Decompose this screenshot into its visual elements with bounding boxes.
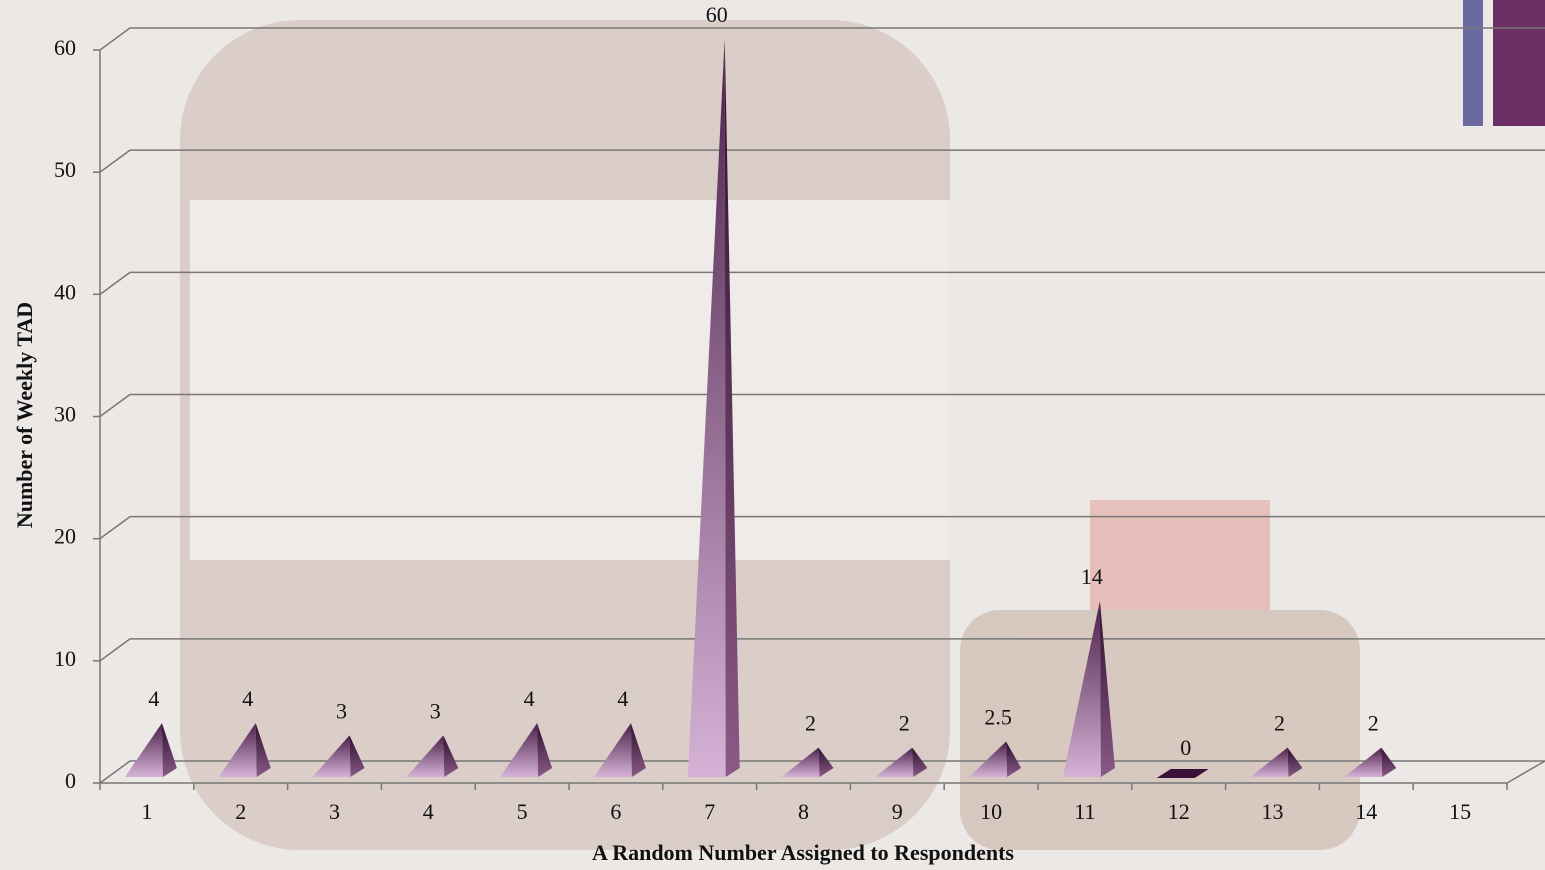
x-tick-label: 1 — [141, 799, 152, 824]
pyramid-front — [124, 723, 163, 777]
pyramid-side — [1381, 747, 1397, 777]
pyramid-base — [1156, 769, 1209, 778]
pyramid-side — [1287, 747, 1303, 777]
pyramid-front — [593, 723, 632, 777]
x-tick-label: 14 — [1355, 799, 1377, 824]
pyramid-front — [500, 723, 539, 777]
pyramid-side — [255, 723, 271, 777]
pyramid-front — [969, 741, 1008, 777]
grid-line — [99, 27, 1545, 51]
y-tick-label: 50 — [54, 157, 76, 182]
pyramid-side — [349, 735, 365, 777]
value-label: 2 — [1274, 711, 1285, 736]
pyramid-front — [687, 39, 726, 777]
value-label: 2 — [1368, 711, 1379, 736]
pyramid-side — [630, 723, 646, 777]
pyramid-front — [312, 735, 351, 777]
pyramid-side — [161, 723, 177, 777]
y-tick-label: 10 — [54, 646, 76, 671]
y-tick-label: 40 — [54, 279, 76, 304]
grid-line — [99, 393, 1545, 418]
grid-line — [99, 271, 1545, 295]
pyramid-side — [818, 747, 834, 777]
x-tick-label: 4 — [423, 799, 434, 824]
value-label: 4 — [148, 686, 159, 711]
floor-edge — [1506, 760, 1545, 784]
x-tick-label: 11 — [1074, 799, 1095, 824]
pyramid-side — [724, 39, 740, 777]
pyramid-front — [406, 735, 445, 777]
grid-line — [99, 149, 1545, 173]
value-label: 2 — [805, 711, 816, 736]
pyramid-front — [218, 723, 257, 777]
value-label: 2.5 — [984, 705, 1012, 730]
background-photo — [180, 20, 1360, 850]
pyramid-side — [912, 747, 928, 777]
pyramid-side — [537, 723, 553, 777]
x-tick-label: 15 — [1449, 799, 1471, 824]
pyramid-front — [1250, 747, 1289, 777]
y-tick-label: 60 — [54, 35, 76, 60]
decor-bar — [1493, 0, 1545, 126]
value-label: 4 — [617, 686, 628, 711]
x-tick-label: 12 — [1168, 799, 1190, 824]
grid-line — [99, 638, 1545, 662]
pyramid-side — [1006, 741, 1022, 777]
x-tick-label: 3 — [329, 799, 340, 824]
x-tick-label: 5 — [517, 799, 528, 824]
y-tick-label: 0 — [65, 768, 76, 793]
value-label: 0 — [1180, 735, 1191, 760]
value-label: 14 — [1081, 564, 1103, 589]
y-tick-label: 30 — [54, 402, 76, 427]
y-tick-label: 20 — [54, 524, 76, 549]
x-tick-label: 7 — [704, 799, 715, 824]
x-tick-label: 9 — [892, 799, 903, 824]
value-label: 4 — [242, 686, 253, 711]
value-label: 2 — [899, 711, 910, 736]
pyramid-front — [875, 747, 914, 777]
decor-bar — [1463, 0, 1483, 126]
pyramid-side — [443, 735, 459, 777]
x-tick-label: 13 — [1262, 799, 1284, 824]
value-label: 3 — [336, 698, 347, 723]
pyramid-front — [1062, 600, 1101, 777]
value-label: 3 — [430, 698, 441, 723]
x-tick-label: 6 — [610, 799, 621, 824]
pyramid-front — [1344, 747, 1383, 777]
value-label: 4 — [524, 686, 535, 711]
x-tick-label: 2 — [235, 799, 246, 824]
x-tick-label: 8 — [798, 799, 809, 824]
value-label: 60 — [706, 2, 728, 27]
y-axis-title: Number of Weekly TAD — [12, 302, 37, 528]
pyramid-front — [781, 747, 820, 777]
pyramid-side — [1099, 600, 1115, 777]
x-axis-title: A Random Number Assigned to Respondents — [592, 840, 1014, 865]
grid-line — [99, 515, 1545, 540]
x-tick-label: 10 — [980, 799, 1002, 824]
